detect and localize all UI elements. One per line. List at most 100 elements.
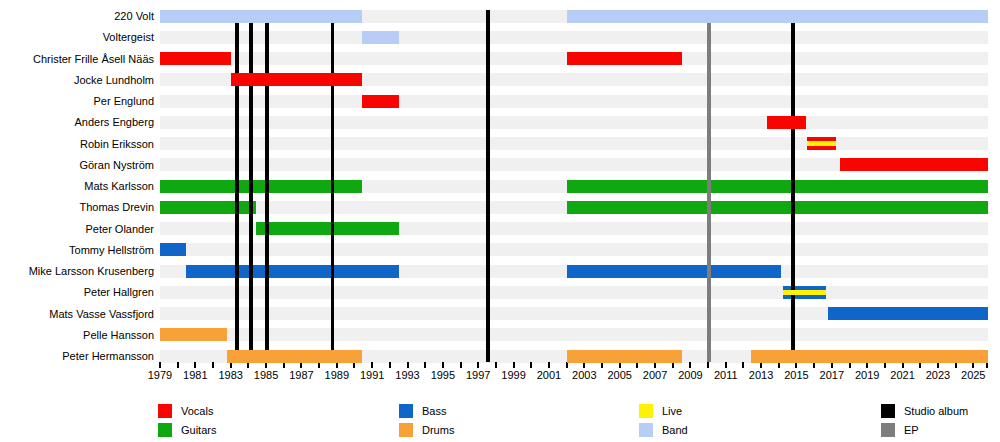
axis-tick: [742, 362, 744, 368]
timeline-chart: 220 VoltVoltergeistChrister Frille Åsell…: [0, 0, 1000, 442]
axis-tick: [460, 362, 462, 368]
legend-label: Live: [662, 404, 682, 418]
year-label: 2011: [706, 369, 746, 381]
axis-tick: [194, 362, 196, 368]
timeline-bar-drums: [751, 350, 988, 363]
year-label: 2013: [741, 369, 781, 381]
timeline-bar-band: [567, 10, 988, 23]
year-label: 1997: [458, 369, 498, 381]
axis-tick: [725, 362, 727, 368]
ep-line: [707, 10, 711, 363]
axis-tick: [972, 362, 974, 368]
row-label: Tommy Hellström: [0, 243, 154, 257]
legend-label: Drums: [422, 423, 454, 437]
year-label: 1987: [281, 369, 321, 381]
axis-tick: [442, 362, 444, 368]
studio-album-line: [249, 10, 253, 363]
axis-tick: [159, 362, 161, 368]
axis-tick: [601, 362, 603, 368]
year-label: 1981: [175, 369, 215, 381]
legend-swatch-bass: [399, 404, 413, 418]
axis-tick: [548, 362, 550, 368]
row-stripe: [160, 116, 988, 129]
row-label: Mats Karlsson: [0, 179, 154, 193]
studio-album-line: [791, 10, 795, 363]
axis-tick: [919, 362, 921, 368]
axis-tick: [672, 362, 674, 368]
legend-swatch-ep: [881, 423, 895, 437]
axis-tick: [530, 362, 532, 368]
year-label: 2003: [564, 369, 604, 381]
row-label: Voltergeist: [0, 30, 154, 44]
timeline-bar-vocals: [231, 73, 363, 86]
legend-swatch-live: [639, 404, 653, 418]
axis-tick: [760, 362, 762, 368]
row-label: 220 Volt: [0, 9, 154, 23]
legend-swatch-vocals: [158, 404, 172, 418]
row-stripe: [160, 31, 988, 44]
year-label: 2005: [600, 369, 640, 381]
row-stripe: [160, 137, 988, 150]
row-label: Jocke Lundholm: [0, 73, 154, 87]
axis-tick: [583, 362, 585, 368]
timeline-bar-bass: [160, 243, 186, 256]
timeline-bar-guitars: [160, 201, 256, 214]
row-label: Robin Eriksson: [0, 137, 154, 151]
legend-label: Bass: [422, 404, 446, 418]
year-label: 1995: [423, 369, 463, 381]
axis-tick: [849, 362, 851, 368]
axis-tick: [937, 362, 939, 368]
axis-tick: [813, 362, 815, 368]
axis-tick: [424, 362, 426, 368]
axis-tick: [407, 362, 409, 368]
row-label: Per Englund: [0, 94, 154, 108]
timeline-bar-bass: [186, 265, 399, 278]
timeline-bar-drums: [567, 350, 683, 363]
live-overlay-bar: [783, 290, 825, 295]
timeline-bar-band: [160, 10, 362, 23]
axis-tick: [371, 362, 373, 368]
axis-tick: [866, 362, 868, 368]
axis-tick: [955, 362, 957, 368]
year-label: 1999: [494, 369, 534, 381]
timeline-bar-guitars: [567, 180, 988, 193]
live-overlay-bar: [807, 141, 836, 146]
axis-tick: [212, 362, 214, 368]
year-label: 1991: [352, 369, 392, 381]
legend-label: EP: [904, 423, 919, 437]
row-label: Peter Hermansson: [0, 349, 154, 363]
year-label: 1993: [388, 369, 428, 381]
axis-tick: [831, 362, 833, 368]
year-label: 2021: [883, 369, 923, 381]
axis-tick: [902, 362, 904, 368]
row-label: Anders Engberg: [0, 115, 154, 129]
studio-album-line: [265, 10, 269, 363]
axis-tick: [566, 362, 568, 368]
year-label: 1989: [317, 369, 357, 381]
row-label: Peter Hallgren: [0, 285, 154, 299]
legend-swatch-guitars: [158, 423, 172, 437]
row-label: Peter Olander: [0, 222, 154, 236]
studio-album-line: [331, 10, 335, 363]
axis-tick: [336, 362, 338, 368]
axis-tick: [353, 362, 355, 368]
row-stripe: [160, 328, 988, 341]
row-stripe: [160, 95, 988, 108]
row-label: Pelle Hansson: [0, 328, 154, 342]
timeline-bar-band: [362, 31, 398, 44]
timeline-bar-drums: [160, 328, 227, 341]
timeline-bar-vocals: [767, 116, 806, 129]
axis-tick: [318, 362, 320, 368]
year-label: 2007: [635, 369, 675, 381]
legend-swatch-studio_album: [881, 404, 895, 418]
year-label: 2009: [670, 369, 710, 381]
legend-label: Band: [662, 423, 688, 437]
legend-label: Vocals: [181, 404, 213, 418]
year-label: 1979: [140, 369, 180, 381]
axis-tick: [707, 362, 709, 368]
axis-tick: [986, 362, 988, 368]
year-label: 2017: [812, 369, 852, 381]
axis-tick: [283, 362, 285, 368]
axis-tick: [177, 362, 179, 368]
timeline-bar-vocals: [840, 158, 988, 171]
